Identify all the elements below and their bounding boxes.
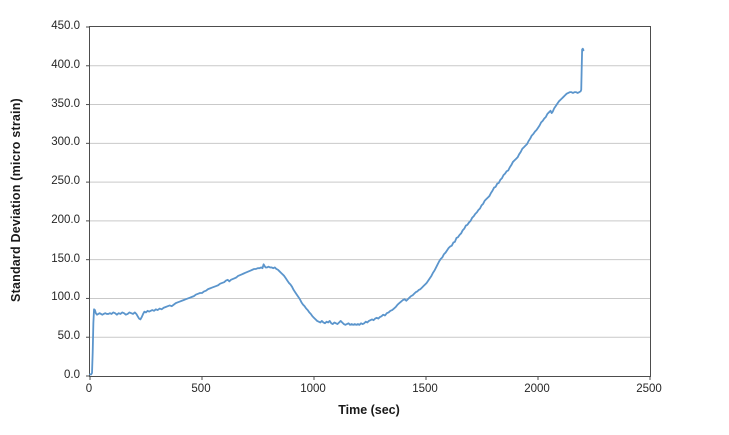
plot-area xyxy=(86,26,651,380)
y-tick-label: 450.0 xyxy=(51,20,80,32)
y-tick-label: 200.0 xyxy=(51,213,80,226)
y-axis-title: Standard Deviation (micro strain) xyxy=(9,98,23,302)
x-tick-label: 2000 xyxy=(524,383,550,395)
x-tick-label: 2500 xyxy=(636,383,662,395)
x-tick-label: 500 xyxy=(191,383,211,395)
y-tick-label: 150.0 xyxy=(51,252,80,265)
x-tick-label: 1500 xyxy=(412,383,438,395)
series-line xyxy=(89,47,585,376)
y-tick-label: 300.0 xyxy=(51,136,80,149)
x-tick-label: 1000 xyxy=(300,383,326,395)
y-tick-label: 400.0 xyxy=(51,58,80,71)
plot-svg xyxy=(86,26,651,380)
y-tick-label: 0.0 xyxy=(64,369,80,381)
y-tick-label: 250.0 xyxy=(51,175,80,188)
x-axis-title: Time (sec) xyxy=(338,403,400,417)
y-tick-label: 50.0 xyxy=(57,330,80,343)
x-tick-label: 0 xyxy=(85,383,93,395)
y-tick-label: 100.0 xyxy=(51,291,80,304)
y-tick-label: 350.0 xyxy=(51,97,80,110)
